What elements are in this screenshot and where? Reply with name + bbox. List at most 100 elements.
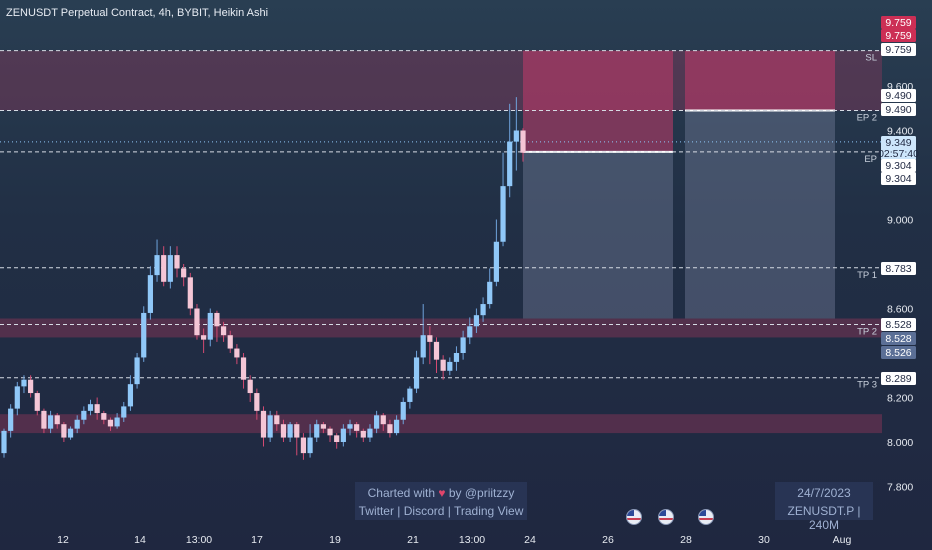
stop-zone (685, 50, 835, 111)
candle-body (161, 255, 167, 282)
candle-body (347, 424, 353, 429)
candle-body (407, 388, 413, 402)
candles (1, 97, 526, 460)
candle (513, 97, 519, 171)
candle (354, 421, 360, 438)
candle-body (134, 357, 140, 385)
price-tag-text: 9.759 (885, 17, 911, 29)
candle (174, 246, 180, 278)
candle-body (340, 428, 346, 442)
candle-body (367, 428, 373, 438)
candle (473, 308, 480, 333)
candle-body (81, 410, 87, 420)
candle-body (47, 415, 54, 429)
candle-body (114, 417, 120, 427)
x-tick-label: 26 (602, 534, 614, 546)
candle-body (54, 415, 60, 425)
price-levels: SL EP 2 EP TP 1 TP 2 TP 3 (0, 50, 882, 391)
price-tag-text: 9.304 (885, 160, 911, 172)
candle (194, 304, 200, 340)
candle (453, 346, 460, 371)
y-tick-label: 8.200 (887, 393, 913, 405)
candle (67, 426, 74, 440)
zone-band (0, 318, 882, 338)
candle-body (21, 379, 27, 387)
price-tag-box (881, 332, 916, 345)
candle-body (174, 255, 180, 269)
price-tag: 9.304 (881, 172, 916, 185)
level-label: TP 3 (857, 380, 877, 391)
price-tag: 8.526 (881, 346, 916, 359)
candle (433, 337, 440, 374)
candle-body (147, 275, 153, 313)
price-tag: 9.759 (881, 29, 916, 42)
candle (294, 421, 300, 456)
price-tag: 9.490 (881, 89, 916, 102)
price-tag: 8.528 (881, 318, 916, 331)
candle-body (167, 255, 173, 282)
candle (274, 410, 280, 431)
candle-body (254, 393, 260, 411)
candle-body (94, 404, 100, 414)
candle-body (201, 335, 207, 340)
candle (147, 266, 153, 320)
candle (420, 304, 426, 365)
candle (94, 397, 100, 420)
candle (161, 246, 167, 287)
price-tag: 9.759 (881, 16, 916, 29)
price-tag: 8.289 (881, 372, 916, 385)
candle-body (420, 335, 426, 358)
level-label: TP 2 (857, 327, 877, 338)
candle-body (440, 359, 446, 371)
candle-body (294, 424, 300, 438)
candle (81, 406, 87, 425)
heart-icon: ♥ (438, 486, 446, 500)
candle-body (473, 315, 480, 327)
candle (14, 381, 20, 416)
candle (320, 421, 326, 434)
candle-body (274, 415, 280, 425)
y-tick-label: 7.800 (887, 482, 913, 494)
candle-body (300, 437, 307, 454)
candle (141, 306, 147, 362)
candle (1, 428, 7, 458)
candle-body (240, 357, 247, 380)
candle-body (220, 326, 227, 336)
candle (247, 375, 253, 402)
target-zone (523, 151, 673, 319)
price-tag-text: 9.759 (885, 30, 911, 42)
price-tag-text: 8.528 (885, 333, 911, 345)
candle-body (234, 348, 240, 358)
us-flag-icon[interactable] (626, 509, 642, 525)
x-tick-label: 19 (329, 534, 341, 546)
price-tag-box (881, 43, 916, 56)
candle-body (280, 424, 287, 438)
price-tag-text: 8.526 (885, 347, 911, 359)
candle-body (34, 393, 40, 411)
price-tag-text: 8.528 (885, 319, 911, 331)
us-flag-icon[interactable] (658, 509, 674, 525)
price-tag: 9.490 (881, 103, 916, 116)
price-tag-box (881, 103, 916, 116)
candle (487, 268, 493, 309)
candle-body (287, 424, 293, 438)
candle (87, 399, 94, 416)
x-tick-label: 12 (57, 534, 69, 546)
us-flag-icon[interactable] (698, 509, 714, 525)
candle-body (487, 281, 493, 305)
candle-body (460, 337, 466, 353)
candle-body (314, 424, 320, 438)
target-zone (685, 110, 835, 319)
candle-body (447, 361, 453, 371)
candle-body (327, 428, 333, 436)
candle (107, 417, 114, 431)
candle (187, 272, 193, 316)
candle-body (127, 384, 134, 407)
candle (8, 404, 14, 438)
candle (28, 375, 34, 398)
candle (307, 424, 313, 458)
credit-links[interactable]: Twitter | Discord | Trading View (358, 504, 524, 518)
candle-body (380, 415, 386, 425)
y-tick-label: 9.400 (887, 126, 913, 138)
